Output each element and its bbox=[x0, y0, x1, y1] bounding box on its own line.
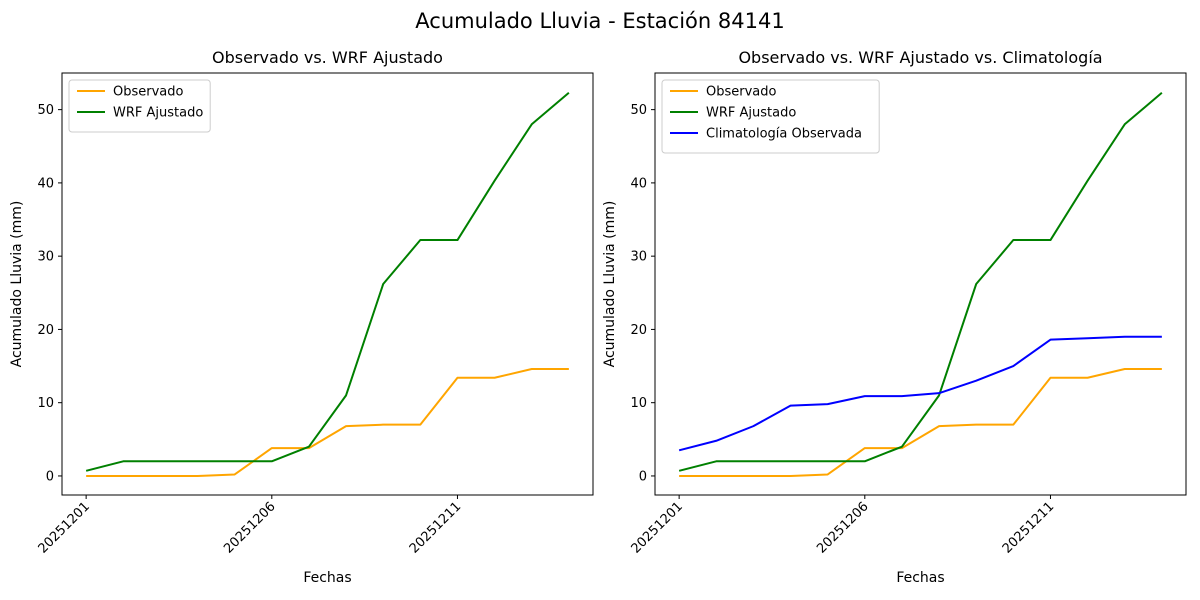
plot-frame bbox=[654, 72, 1187, 496]
legend-box bbox=[661, 79, 880, 154]
x-axis-label: Fechas bbox=[896, 570, 944, 586]
legend-label: Observado bbox=[113, 85, 184, 100]
chart-title: Observado vs. WRF Ajustado vs. Climatolo… bbox=[738, 48, 1102, 67]
y-tick-label: 30 bbox=[630, 250, 647, 265]
series-line-observado bbox=[679, 367, 1162, 477]
legend-label: Observado bbox=[706, 85, 777, 100]
y-tick-label: 20 bbox=[630, 323, 647, 338]
figure-title: Acumulado Lluvia - Estación 84141 bbox=[415, 9, 784, 33]
chart-title: Observado vs. WRF Ajustado bbox=[212, 48, 443, 67]
legend-label: Climatología Observada bbox=[706, 127, 862, 142]
y-tick-label: 50 bbox=[37, 103, 54, 118]
legend-box bbox=[68, 79, 211, 133]
y-axis-label: Acumulado Lluvia (mm) bbox=[602, 201, 618, 368]
y-tick-label: 40 bbox=[630, 176, 647, 191]
series-line-wrf-ajustado bbox=[678, 92, 1163, 472]
plot-frame bbox=[61, 72, 594, 496]
y-tick-label: 0 bbox=[639, 469, 647, 484]
legend-label: WRF Ajustado bbox=[113, 106, 203, 121]
y-tick-label: 10 bbox=[630, 396, 647, 411]
legend-label: WRF Ajustado bbox=[706, 106, 796, 121]
series-line-climatología-observada bbox=[678, 335, 1162, 452]
series-line-wrf-ajustado bbox=[85, 92, 570, 472]
y-tick-label: 50 bbox=[630, 103, 647, 118]
x-axis-label: Fechas bbox=[303, 570, 351, 586]
y-tick-label: 0 bbox=[46, 469, 54, 484]
y-tick-label: 30 bbox=[37, 250, 54, 265]
y-tick-label: 10 bbox=[37, 396, 54, 411]
series-line-observado bbox=[86, 367, 569, 477]
y-tick-label: 20 bbox=[37, 323, 54, 338]
y-tick-label: 40 bbox=[37, 176, 54, 191]
y-axis-label: Acumulado Lluvia (mm) bbox=[9, 201, 25, 368]
